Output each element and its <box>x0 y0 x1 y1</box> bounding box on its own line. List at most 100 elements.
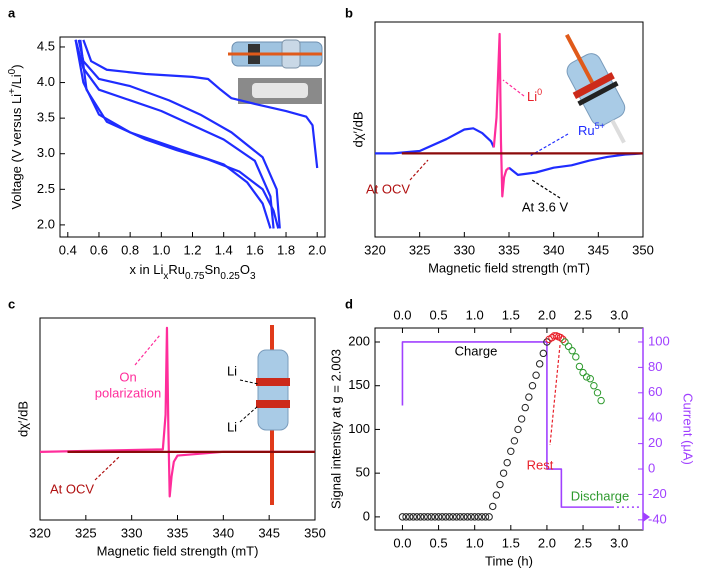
x-tick-label: 325 <box>75 525 97 540</box>
y-tick-label: 0 <box>363 508 370 523</box>
y-tick-label: 4.0 <box>37 74 55 89</box>
data-point <box>424 513 432 521</box>
x-axis-label: Magnetic field strength (mT) <box>97 543 259 558</box>
y-axis-label-part: 0 <box>7 68 18 74</box>
x-tick-label: 0.4 <box>59 242 77 257</box>
x-tick-label: 2.0 <box>538 535 556 550</box>
data-point <box>481 513 490 521</box>
annotation-text: Ru <box>578 123 595 138</box>
data-line <box>401 341 612 508</box>
data-point <box>579 368 587 377</box>
y-tick-label: 3.5 <box>37 110 55 125</box>
data-point <box>463 513 472 521</box>
data-point <box>413 513 421 521</box>
y2-axis-label: Current (μA) <box>681 393 696 465</box>
data-point <box>593 389 602 397</box>
annotation: Li0 <box>527 87 542 104</box>
data-point <box>456 513 464 521</box>
x-tick-label: 2.5 <box>574 535 592 550</box>
y-axis-label: Voltage (V versus Li+/Li0) <box>7 64 24 209</box>
x-tick-label: 0.8 <box>121 242 139 257</box>
data-point <box>572 353 580 361</box>
annotation: Li <box>227 419 237 434</box>
x-axis-label: x in LixRu0.75Sn0.25O3 <box>129 262 256 282</box>
panel-label: d <box>345 296 353 311</box>
annotation: At OCV <box>366 181 410 196</box>
data-point <box>452 513 461 521</box>
x-axis-label-part: 0.75 <box>185 271 205 282</box>
y-tick-label: 3.0 <box>37 145 55 160</box>
data-point <box>532 371 540 379</box>
data-line <box>39 326 315 498</box>
y-tick-label: 200 <box>348 333 370 348</box>
x-tick-label: 1.2 <box>183 242 201 257</box>
data-point <box>427 513 436 521</box>
y-axis-label-part: Voltage (V versus Li <box>9 94 24 210</box>
annotation: Ru5+ <box>578 121 605 138</box>
x-axis-label-part: 3 <box>250 271 256 282</box>
x-tick-label: 350 <box>304 525 326 540</box>
data-line <box>77 39 281 229</box>
data-point <box>460 513 468 521</box>
data-point <box>556 333 565 342</box>
data-point <box>536 360 544 368</box>
x-axis-label: Magnetic field strength (mT) <box>428 260 590 275</box>
y2-tick-label: 40 <box>648 410 662 425</box>
data-point <box>474 513 482 521</box>
data-point <box>514 425 522 434</box>
annotation-sup: 5+ <box>595 121 605 131</box>
panel-label: a <box>8 5 16 20</box>
data-point <box>564 342 573 351</box>
inset-battery-c <box>239 325 290 505</box>
x2-tick-label: 3.0 <box>610 307 628 322</box>
x-tick-label: 330 <box>453 242 475 257</box>
x-tick-label: 1.8 <box>277 242 295 257</box>
x-tick-label: 1.4 <box>215 242 233 257</box>
y-tick-label: 100 <box>348 421 370 436</box>
x-axis-label-part: x <box>163 271 168 282</box>
data-point <box>586 375 594 383</box>
data-point <box>510 437 519 445</box>
y2-tick-label: -40 <box>648 511 667 526</box>
y-axis-label-part: ) <box>9 64 24 68</box>
data-point <box>521 403 529 412</box>
data-line <box>79 39 280 229</box>
y-axis-label: Signal intensity at g = 2.003 <box>328 349 343 509</box>
data-point <box>499 469 508 477</box>
data-line <box>492 32 510 198</box>
y2-tick-label: 80 <box>648 359 662 374</box>
x-tick-label: 340 <box>543 242 565 257</box>
x-tick-label: 320 <box>364 242 386 257</box>
y2-tick-label: 60 <box>648 384 662 399</box>
x2-tick-label: 1.5 <box>502 307 520 322</box>
inset-photo-a <box>228 39 323 104</box>
data-point <box>438 513 446 521</box>
y2-tick-label: 20 <box>648 435 662 450</box>
x-tick-label: 1.5 <box>502 535 520 550</box>
x-tick-label: 325 <box>409 242 431 257</box>
x2-tick-label: 1.0 <box>466 307 484 322</box>
x-tick-label: 330 <box>121 525 143 540</box>
x-tick-label: 345 <box>258 525 280 540</box>
x-axis-label-part: Sn <box>205 262 221 277</box>
annotation: Li <box>227 363 237 378</box>
x-tick-label: 0.5 <box>430 535 448 550</box>
data-point <box>582 373 591 381</box>
y2-tick-label: -20 <box>648 486 667 501</box>
data-point <box>402 513 410 521</box>
arrow-head <box>643 512 650 522</box>
data-point <box>575 362 584 371</box>
y-axis-label: dχ′/dB <box>15 401 30 437</box>
x2-tick-label: 0.0 <box>393 307 411 322</box>
data-point <box>539 349 548 358</box>
inset-battery-b <box>565 33 626 144</box>
x-axis-label-part: Ru <box>168 262 185 277</box>
annotation: On <box>119 369 136 384</box>
x-tick-label: 350 <box>632 242 654 257</box>
data-line <box>74 39 275 229</box>
annotation: At OCV <box>50 481 94 496</box>
x-axis-label-part: 0.25 <box>220 271 240 282</box>
data-point <box>525 393 533 401</box>
